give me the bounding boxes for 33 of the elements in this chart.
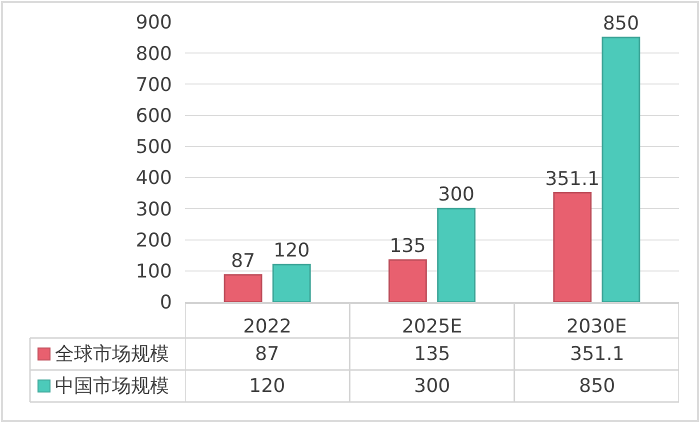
y-tick-label: 300 bbox=[136, 198, 172, 220]
text: 300 bbox=[414, 375, 450, 397]
bar bbox=[224, 274, 262, 302]
data-label: 87 bbox=[230, 250, 256, 272]
text: 351.1 bbox=[570, 343, 624, 365]
y-tick-label: 700 bbox=[136, 74, 172, 96]
data-label: 135 bbox=[390, 235, 426, 257]
data-label: 120 bbox=[273, 240, 310, 262]
x-tick-label: 2025E bbox=[402, 316, 462, 338]
bar bbox=[272, 264, 311, 302]
bar bbox=[388, 259, 427, 302]
text: 120 bbox=[249, 375, 286, 397]
text: 135 bbox=[414, 343, 450, 365]
legend-label: 全球市场规模 bbox=[55, 343, 169, 365]
x-tick-label: 2022 bbox=[243, 316, 292, 338]
bar bbox=[602, 36, 640, 302]
y-tick-label: 800 bbox=[136, 42, 172, 65]
y-tick-label: 900 bbox=[136, 12, 172, 34]
y-tick-label: 100 bbox=[136, 260, 172, 283]
y-tick-label: 0 bbox=[160, 292, 172, 314]
y-tick-label: 600 bbox=[136, 104, 172, 127]
data-label: 300 bbox=[438, 184, 474, 206]
bar bbox=[553, 192, 592, 302]
x-tick-label: 2030E bbox=[566, 316, 627, 338]
bar bbox=[437, 208, 476, 302]
y-tick-label: 500 bbox=[136, 136, 172, 158]
data-label: 850 bbox=[602, 12, 640, 35]
data-label: 351.1 bbox=[545, 168, 600, 190]
y-tick-label: 200 bbox=[136, 229, 172, 252]
text: 850 bbox=[579, 375, 616, 397]
legend-label: 中国市场规模 bbox=[55, 375, 169, 397]
text: 87 bbox=[255, 343, 280, 365]
y-tick-label: 400 bbox=[136, 167, 172, 190]
